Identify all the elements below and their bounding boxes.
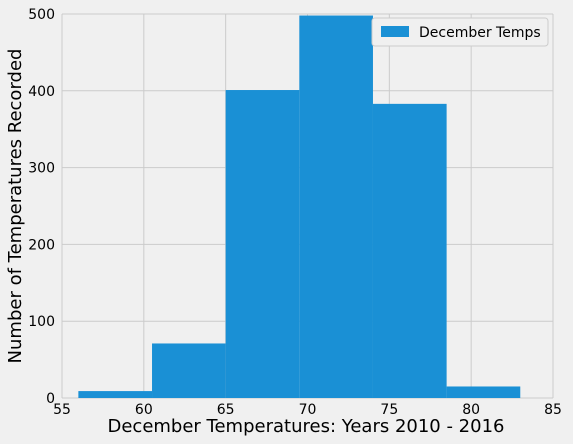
legend-label: December Temps [419,25,541,41]
tick-labels: 55 60 65 70 75 80 85 0 100 200 300 400 500 [28,7,562,418]
histogram-bar [299,15,373,398]
histogram-bar [152,343,226,398]
x-tick-label: 80 [462,402,480,418]
y-axis-title: Number of Temperatures Recorded [5,49,26,364]
histogram-bars [78,15,521,399]
histogram-bar [225,90,300,399]
x-tick-label: 70 [299,402,317,418]
x-tick-label: 65 [217,402,235,418]
x-tick-label: 60 [135,402,153,418]
y-tick-label: 0 [46,391,55,407]
histogram-bar [446,386,521,398]
histogram-bar [372,103,447,398]
x-tick-label: 55 [53,402,71,418]
legend-swatch [381,26,409,37]
y-tick-label: 100 [28,314,55,330]
x-tick-label: 85 [544,402,562,418]
x-axis-title: December Temperatures: Years 2010 - 2016 [107,416,504,437]
y-tick-label: 200 [28,237,55,253]
y-tick-label: 300 [28,161,55,177]
x-tick-label: 75 [380,402,398,418]
legend-box [371,17,549,47]
y-tick-label: 500 [28,7,55,23]
histogram-bar [78,391,153,398]
legend: December Temps [371,17,549,47]
y-tick-label: 400 [28,84,55,100]
